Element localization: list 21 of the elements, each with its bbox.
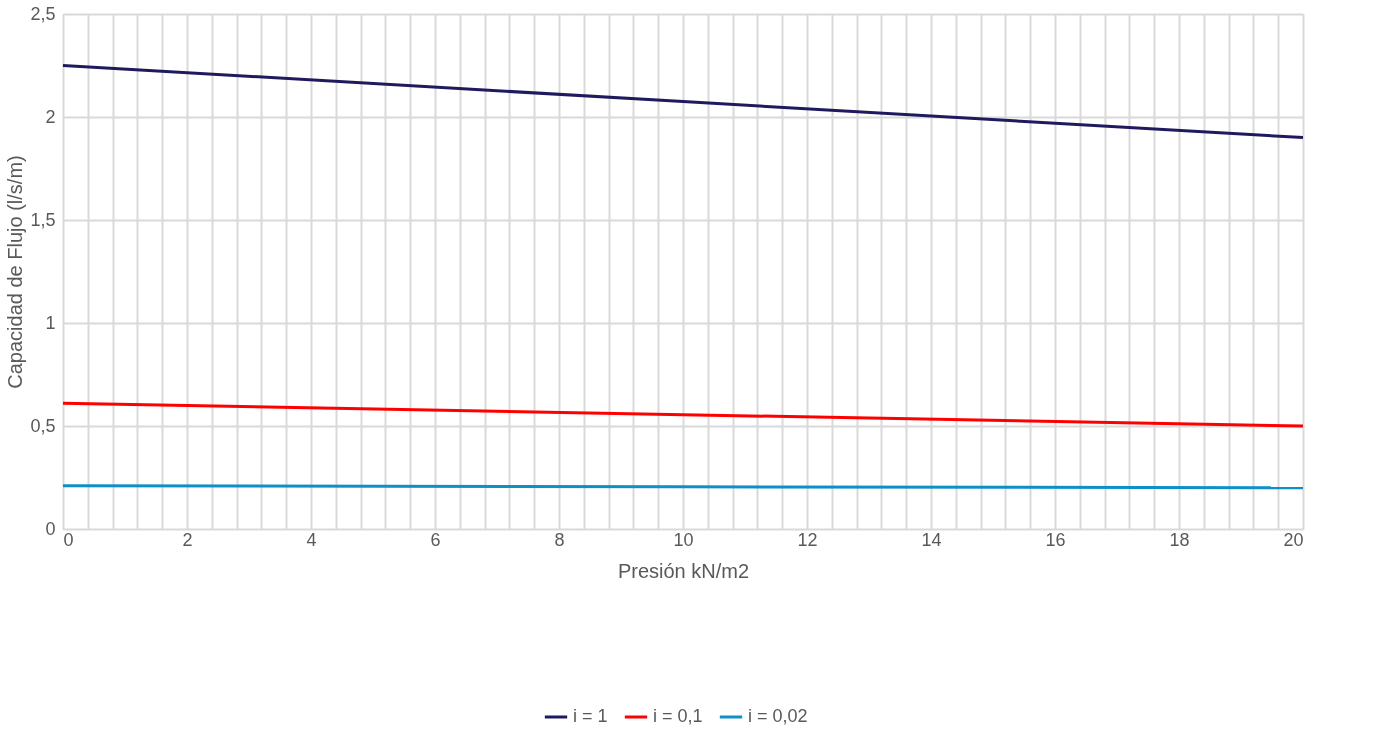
y-tick-label: 1 (45, 312, 56, 333)
y-tick-label: 0,5 (30, 415, 56, 436)
legend-label: i = 0,1 (653, 706, 703, 726)
x-tick-label: 12 (797, 529, 818, 550)
y-tick-label: 1,5 (30, 209, 56, 230)
x-tick-label: 14 (921, 529, 942, 550)
x-tick-label: 18 (1169, 529, 1190, 550)
x-tick-label: 2 (182, 529, 193, 550)
y-tick-label: 2,5 (30, 3, 56, 24)
legend-label: i = 0,02 (748, 706, 808, 726)
y-tick-label: 2 (45, 106, 56, 127)
x-tick-label: 8 (554, 529, 565, 550)
x-axis-title: Presión kN/m2 (617, 559, 750, 582)
x-tick-label: 10 (673, 529, 694, 550)
x-tick-label: 20 (1283, 529, 1304, 550)
y-axis-title: Capacidad de Flujo (l/s/m) (4, 155, 27, 389)
x-tick-label: 4 (306, 529, 317, 550)
x-tick-label: 6 (430, 529, 441, 550)
legend-label: i = 1 (573, 706, 608, 726)
x-tick-label: 0 (63, 529, 74, 550)
x-tick-label: 16 (1045, 529, 1066, 550)
